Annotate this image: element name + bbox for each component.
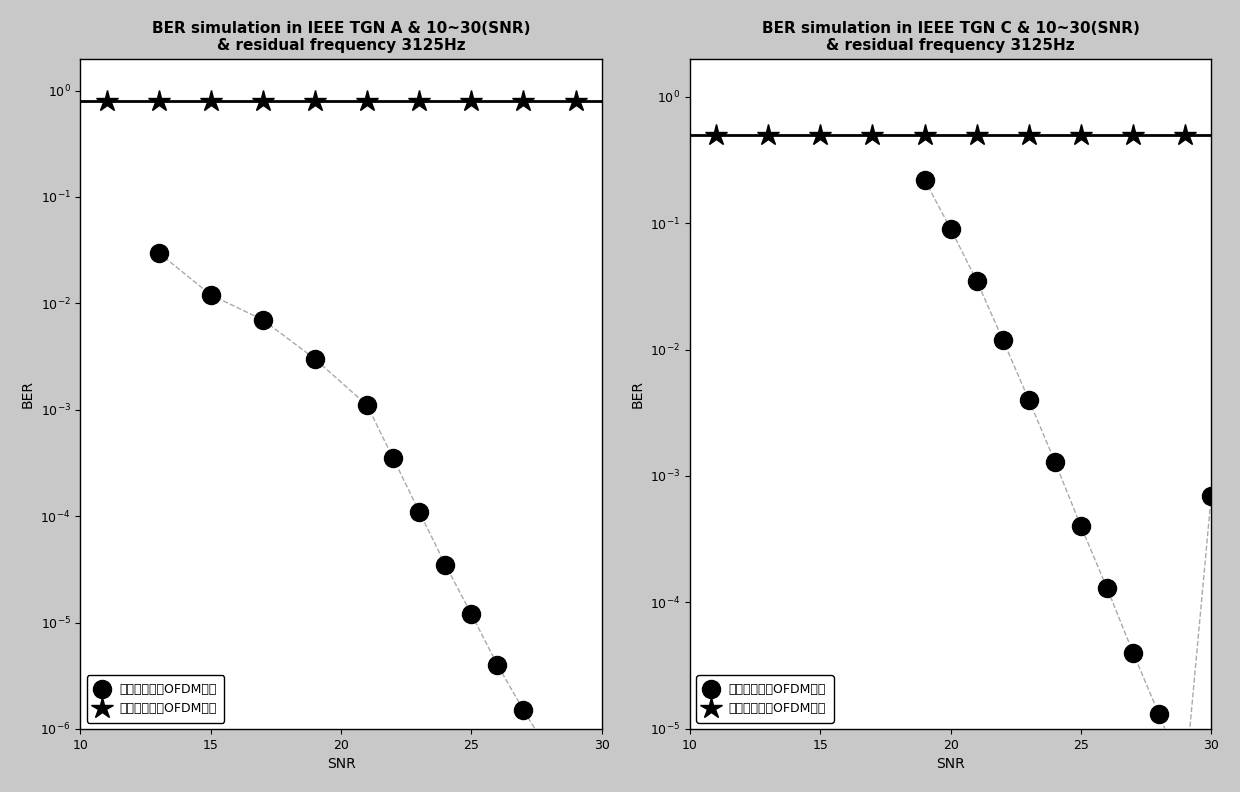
无相位跟踪的OFDM系统 [203, 96, 218, 105]
有相位跟踪的OFDM系统 [438, 560, 453, 569]
X-axis label: SNR: SNR [326, 757, 356, 771]
有相位跟踪的OFDM系统 [464, 609, 479, 619]
无相位跟踪的OFDM系统 [1126, 130, 1141, 139]
有相位跟踪的OFDM系统 [1048, 457, 1063, 466]
Title: BER simulation in IEEE TGN A & 10~30(SNR)
& residual frequency 3125Hz: BER simulation in IEEE TGN A & 10~30(SNR… [151, 21, 531, 53]
有相位跟踪的OFDM系统 [1126, 648, 1141, 657]
无相位跟踪的OFDM系统 [99, 96, 114, 105]
无相位跟踪的OFDM系统 [568, 96, 583, 105]
无相位跟踪的OFDM系统 [464, 96, 479, 105]
有相位跟踪的OFDM系统 [996, 335, 1011, 345]
有相位跟踪的OFDM系统 [944, 224, 959, 234]
Line: 无相位跟踪的OFDM系统: 无相位跟踪的OFDM系统 [95, 89, 587, 112]
有相位跟踪的OFDM系统 [542, 748, 557, 757]
Legend: 有相位跟踪的OFDM系统, 无相位跟踪的OFDM系统: 有相位跟踪的OFDM系统, 无相位跟踪的OFDM系统 [697, 676, 833, 722]
无相位跟踪的OFDM系统 [970, 130, 985, 139]
有相位跟踪的OFDM系统 [918, 175, 932, 185]
有相位跟踪的OFDM系统 [490, 660, 505, 669]
有相位跟踪的OFDM系统 [151, 248, 166, 257]
X-axis label: SNR: SNR [936, 757, 965, 771]
有相位跟踪的OFDM系统 [360, 401, 374, 410]
无相位跟踪的OFDM系统 [761, 130, 776, 139]
有相位跟踪的OFDM系统 [386, 454, 401, 463]
有相位跟踪的OFDM系统 [1204, 491, 1219, 501]
有相位跟踪的OFDM系统 [203, 290, 218, 299]
有相位跟踪的OFDM系统 [308, 354, 322, 364]
有相位跟踪的OFDM系统 [1022, 395, 1037, 405]
无相位跟踪的OFDM系统 [412, 96, 427, 105]
有相位跟踪的OFDM系统 [1100, 583, 1115, 592]
有相位跟踪的OFDM系统 [1152, 710, 1167, 719]
无相位跟踪的OFDM系统 [1022, 130, 1037, 139]
无相位跟踪的OFDM系统 [360, 96, 374, 105]
有相位跟踪的OFDM系统 [1074, 522, 1089, 531]
有相位跟踪的OFDM系统 [255, 315, 270, 325]
Legend: 有相位跟踪的OFDM系统, 无相位跟踪的OFDM系统: 有相位跟踪的OFDM系统, 无相位跟踪的OFDM系统 [87, 676, 224, 722]
Y-axis label: BER: BER [630, 379, 645, 408]
无相位跟踪的OFDM系统 [1178, 130, 1193, 139]
有相位跟踪的OFDM系统 [516, 706, 531, 715]
Title: BER simulation in IEEE TGN C & 10~30(SNR)
& residual frequency 3125Hz: BER simulation in IEEE TGN C & 10~30(SNR… [761, 21, 1140, 53]
有相位跟踪的OFDM系统 [412, 507, 427, 516]
无相位跟踪的OFDM系统 [308, 96, 322, 105]
无相位跟踪的OFDM系统 [151, 96, 166, 105]
有相位跟踪的OFDM系统 [1178, 775, 1193, 784]
无相位跟踪的OFDM系统 [709, 130, 724, 139]
Y-axis label: BER: BER [21, 379, 35, 408]
有相位跟踪的OFDM系统 [970, 276, 985, 285]
无相位跟踪的OFDM系统 [255, 96, 270, 105]
无相位跟踪的OFDM系统 [866, 130, 880, 139]
Line: 有相位跟踪的OFDM系统: 有相位跟踪的OFDM系统 [915, 171, 1220, 788]
无相位跟踪的OFDM系统 [1074, 130, 1089, 139]
无相位跟踪的OFDM系统 [813, 130, 828, 139]
无相位跟踪的OFDM系统 [516, 96, 531, 105]
Line: 无相位跟踪的OFDM系统: 无相位跟踪的OFDM系统 [706, 124, 1197, 146]
无相位跟踪的OFDM系统 [918, 130, 932, 139]
Line: 有相位跟踪的OFDM系统: 有相位跟踪的OFDM系统 [150, 244, 558, 762]
